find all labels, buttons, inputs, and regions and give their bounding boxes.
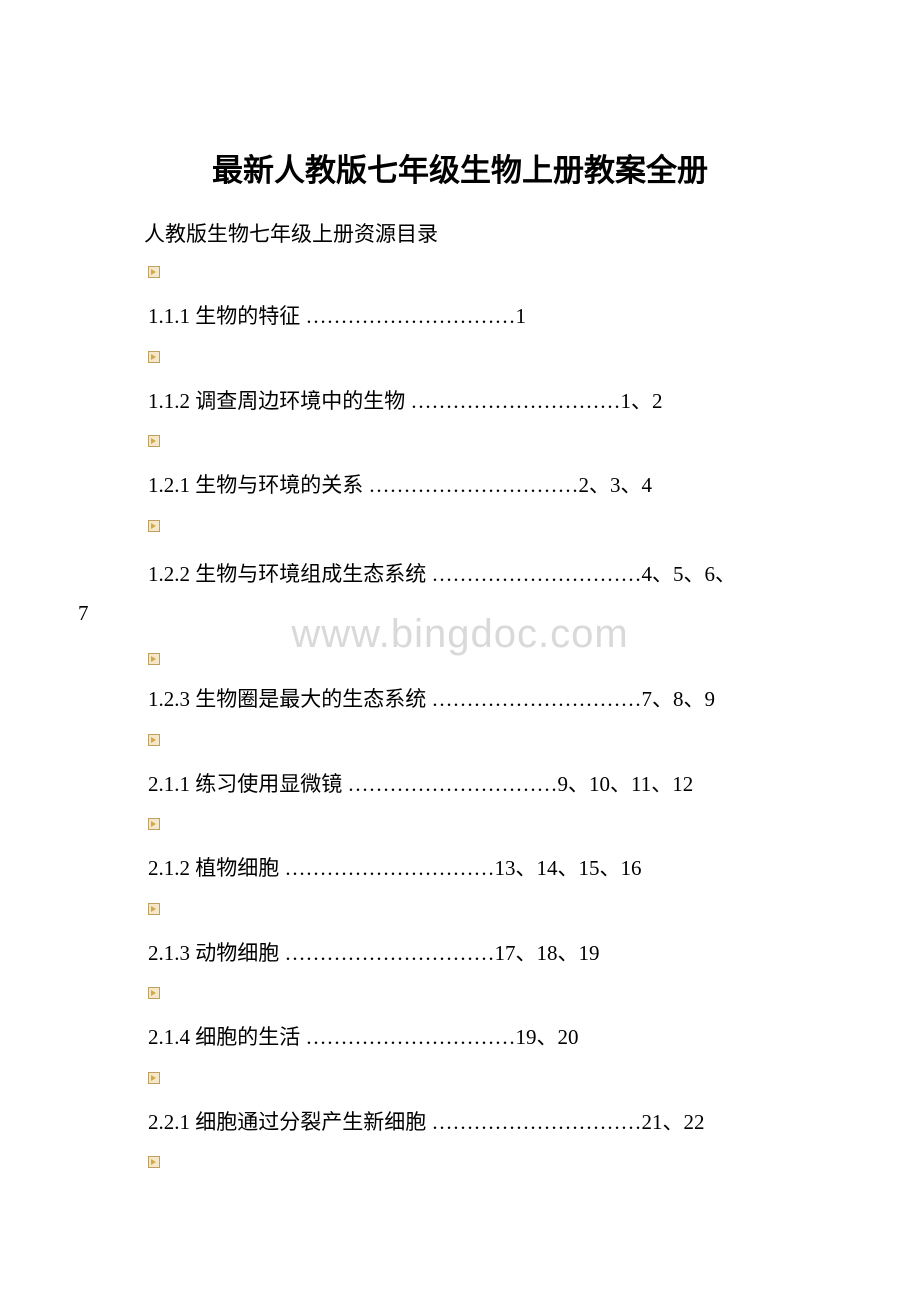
toc-item: 1.2.1 生物与环境的关系 …………………………2、3、4 — [148, 470, 920, 502]
dots: ………………………… — [348, 772, 558, 796]
page-numbers: 7、8、9 — [642, 687, 716, 711]
toc-item: 2.1.1 练习使用显微镜 …………………………9、10、11、12 — [148, 769, 920, 801]
toc-item: 2.2.1 细胞通过分裂产生新细胞 …………………………21、22 — [148, 1107, 920, 1139]
section-number: 2.2.1 — [148, 1110, 190, 1134]
section-name: 调查周边环境中的生物 — [195, 389, 405, 413]
dots: ………………………… — [432, 687, 642, 711]
page-numbers: 9、10、11、12 — [558, 772, 694, 796]
bullet-icon — [148, 652, 160, 670]
bullet-icon — [148, 903, 160, 915]
bullet-icon — [148, 266, 160, 278]
bullet-icon — [148, 351, 160, 363]
dots: ………………………… — [306, 1025, 516, 1049]
section-number: 1.1.1 — [148, 304, 190, 328]
section-number: 2.1.1 — [148, 772, 190, 796]
toc-item: 2.1.2 植物细胞 …………………………13、14、15、16 — [148, 853, 920, 885]
page-numbers-wrap: 7 — [78, 601, 89, 625]
dots: ………………………… — [285, 941, 495, 965]
page-numbers: 1 — [516, 304, 527, 328]
document-content: 最新人教版七年级生物上册教案全册 人教版生物七年级上册资源目录 1.1.1 生物… — [0, 145, 920, 1191]
section-name: 生物与环境组成生态系统 — [195, 562, 426, 586]
toc-item: 1.2.3 生物圈是最大的生态系统 …………………………7、8、9 — [148, 684, 920, 716]
dots: ………………………… — [432, 1110, 642, 1134]
page-numbers: 4、5、6、 — [642, 562, 737, 586]
bullet-icon — [148, 734, 160, 746]
section-name: 细胞通过分裂产生新细胞 — [195, 1110, 426, 1134]
section-name: 练习使用显微镜 — [195, 772, 342, 796]
bullet-icon — [148, 435, 160, 447]
section-name: 生物圈是最大的生态系统 — [195, 687, 426, 711]
page-numbers: 1、2 — [621, 389, 663, 413]
page-numbers: 17、18、19 — [495, 941, 600, 965]
page-numbers: 2、3、4 — [579, 473, 653, 497]
section-number: 1.1.2 — [148, 389, 190, 413]
toc-item: 2.1.3 动物细胞 …………………………17、18、19 — [148, 938, 920, 970]
dots: ………………………… — [411, 389, 621, 413]
section-name: 细胞的生活 — [195, 1025, 300, 1049]
toc-item: 1.1.2 调查周边环境中的生物 …………………………1、2 — [148, 386, 920, 418]
toc-item: 1.2.2 生物与环境组成生态系统 …………………………4、5、6、 7 — [0, 555, 920, 635]
page-title: 最新人教版七年级生物上册教案全册 — [0, 145, 920, 190]
dots: ………………………… — [369, 473, 579, 497]
section-number: 1.2.3 — [148, 687, 190, 711]
toc-item: 2.1.4 细胞的生活 …………………………19、20 — [148, 1022, 920, 1054]
page-numbers: 21、22 — [642, 1110, 705, 1134]
section-name: 生物的特征 — [195, 304, 300, 328]
bullet-icon — [148, 1072, 160, 1084]
section-number: 2.1.2 — [148, 856, 190, 880]
bullet-icon — [148, 987, 160, 999]
section-name: 生物与环境的关系 — [195, 473, 363, 497]
section-number: 1.2.1 — [148, 473, 190, 497]
toc-item: 1.1.1 生物的特征 …………………………1 — [148, 301, 920, 333]
section-number: 2.1.4 — [148, 1025, 190, 1049]
section-name: 植物细胞 — [195, 856, 279, 880]
section-number: 2.1.3 — [148, 941, 190, 965]
bullet-icon — [148, 818, 160, 830]
section-number: 1.2.2 — [148, 562, 190, 586]
section-name: 动物细胞 — [195, 941, 279, 965]
subtitle: 人教版生物七年级上册资源目录 — [144, 218, 920, 248]
bullet-icon — [148, 520, 160, 532]
page-numbers: 19、20 — [516, 1025, 579, 1049]
page-numbers: 13、14、15、16 — [495, 856, 642, 880]
bullet-icon — [148, 1156, 160, 1168]
dots: ………………………… — [285, 856, 495, 880]
dots: ………………………… — [306, 304, 516, 328]
dots: ………………………… — [432, 562, 642, 586]
